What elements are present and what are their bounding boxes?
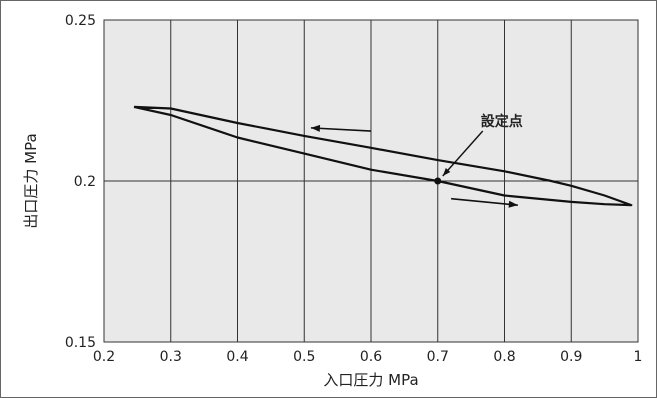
arrowhead [508,200,518,208]
setpoint-arrowhead [442,168,451,176]
y-tick-label: 0.15 [65,335,96,351]
x-tick-label: 0.7 [427,349,449,365]
x-tick-label: 0.9 [560,349,582,365]
setpoint-marker [434,177,442,185]
hysteresis-curve [133,105,633,207]
axis-ticks: 0.2 0.3 0.4 0.5 0.6 0.7 0.8 0.9 10.150.20.25 [65,13,643,365]
x-tick-label: 0.8 [493,349,515,365]
y-tick-label: 0.25 [65,13,96,29]
direction-arrow-left [310,127,372,132]
setpoint-label: 設定点 [481,113,523,130]
y-tick-label: 0.2 [74,174,96,190]
y-axis-label: 出口圧力 MPa [22,133,40,228]
arrowhead [310,124,321,132]
arrow-layer [310,124,518,208]
annotation-layer: 設定点 [434,113,523,185]
x-tick-label: 0.5 [293,349,315,365]
direction-arrow-right [451,197,518,206]
series-layer [133,105,633,207]
setpoint-leader-line [442,130,484,177]
x-tick-label: 0.4 [226,349,248,365]
x-axis-label: 入口圧力 MPa [323,371,418,389]
x-tick-label: 0.3 [160,349,182,365]
x-tick-label: 0.6 [360,349,382,365]
x-tick-label: 0.2 [93,349,115,365]
x-tick-label: 1 [634,349,643,365]
